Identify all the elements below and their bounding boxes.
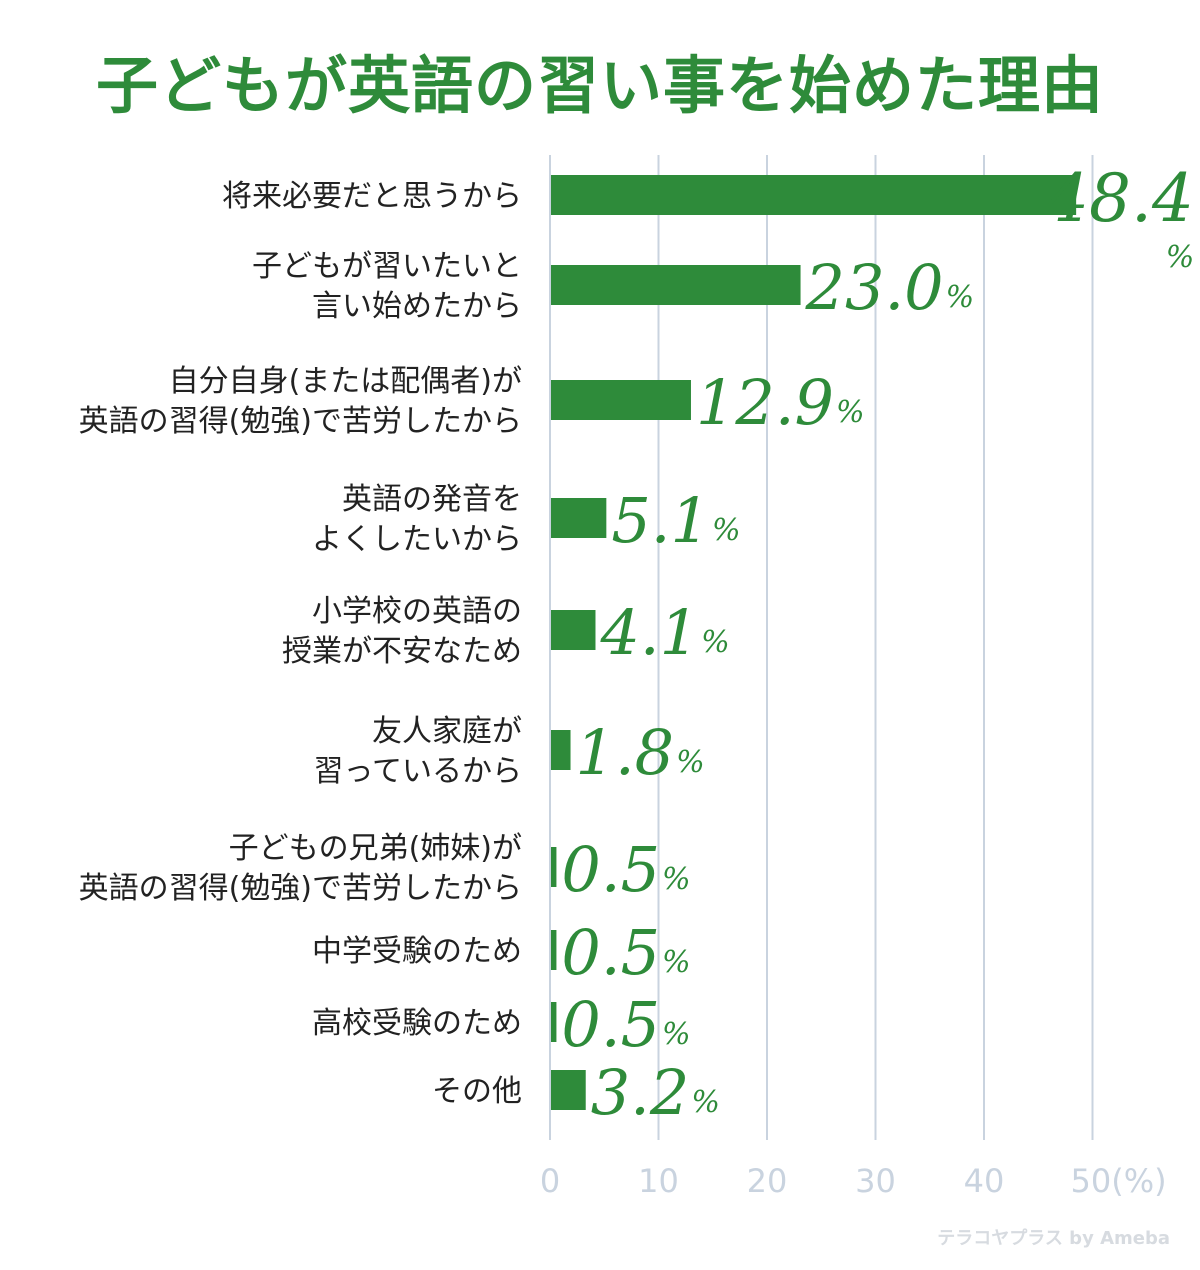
bars	[551, 175, 1077, 1110]
category-label: 英語の発音を	[342, 482, 522, 517]
category-label: 友人家庭が	[372, 714, 522, 749]
value-label: 1.8	[576, 716, 675, 789]
bar	[551, 498, 607, 538]
value-unit: %	[662, 862, 691, 897]
category-label: 子どもの兄弟(姉妹)が	[229, 831, 522, 866]
category-label: 習っているから	[314, 754, 523, 789]
value-unit: %	[712, 513, 741, 548]
value-label: 12.9	[696, 366, 834, 439]
x-tick-label: 10	[638, 1162, 679, 1200]
bar	[551, 1070, 586, 1110]
category-label: 授業が不安なため	[282, 634, 522, 669]
category-label: 中学受験のため	[312, 934, 522, 969]
category-label: その他	[432, 1074, 522, 1109]
x-tick-label: 0	[540, 1162, 560, 1200]
bar	[551, 930, 557, 970]
category-label: 英語の習得(勉強)で苦労したから	[79, 871, 522, 906]
bar	[551, 265, 801, 305]
value-unit: %	[836, 395, 865, 430]
value-label: 0.5	[561, 988, 660, 1061]
value-label: 0.5	[561, 833, 660, 906]
x-tick-label: 20	[747, 1162, 788, 1200]
gridlines	[549, 155, 1094, 1140]
category-labels: 将来必要だと思うから子どもが習いたいと言い始めたから自分自身(または配偶者)が英…	[79, 179, 522, 1109]
category-label: 高校受験のため	[312, 1006, 522, 1041]
x-tick-label: 40	[964, 1162, 1005, 1200]
value-unit: %	[701, 625, 730, 660]
bar	[551, 610, 596, 650]
bar	[551, 730, 571, 770]
chart-title: 子どもが英語の習い事を始めた理由	[95, 49, 1104, 122]
watermark-logo: テラコヤプラス by Ameba	[937, 1228, 1170, 1249]
category-label: 子どもが習いたいと	[252, 249, 522, 284]
bar	[551, 175, 1077, 215]
category-label: 将来必要だと思うから	[222, 179, 522, 214]
value-labels: 48.4%23.0 %12.9 %5.1 %4.1 %1.8 %0.5 %0.5 %0.5 %3…	[561, 160, 1194, 1129]
category-label: 言い始めたから	[312, 289, 522, 324]
value-unit: %	[662, 945, 691, 980]
bar	[551, 380, 691, 420]
value-unit: %	[662, 1017, 691, 1052]
value-unit: %	[946, 280, 975, 315]
value-label: 3.2	[591, 1056, 690, 1129]
value-label: 23.0	[805, 251, 944, 324]
category-label: 自分自身(または配偶者)が	[169, 364, 522, 399]
value-label: 0.5	[561, 916, 660, 989]
bar	[551, 847, 557, 887]
value-unit: %	[1166, 240, 1195, 275]
x-tick-label: 50(%)	[1071, 1162, 1167, 1200]
category-label: よくしたいから	[312, 522, 522, 557]
x-tick-label: 30	[855, 1162, 896, 1200]
category-label: 小学校の英語の	[312, 594, 522, 629]
value-label: 5.1	[611, 484, 710, 557]
value-unit: %	[676, 745, 705, 780]
value-label: 4.1	[599, 596, 699, 669]
x-axis-ticks: 0 10 20 30 40 50(%)	[540, 1162, 1167, 1200]
category-label: 英語の習得(勉強)で苦労したから	[79, 404, 522, 439]
value-unit: %	[691, 1085, 720, 1120]
bar	[551, 1002, 557, 1042]
value-label: 48.4	[1046, 160, 1194, 237]
